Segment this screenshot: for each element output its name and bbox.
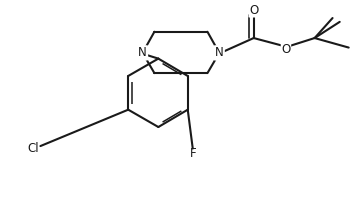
Text: F: F bbox=[189, 147, 196, 160]
Text: O: O bbox=[281, 43, 290, 56]
Text: N: N bbox=[215, 46, 223, 59]
Text: N: N bbox=[138, 46, 147, 59]
Text: Cl: Cl bbox=[27, 142, 39, 155]
Text: O: O bbox=[249, 4, 258, 17]
